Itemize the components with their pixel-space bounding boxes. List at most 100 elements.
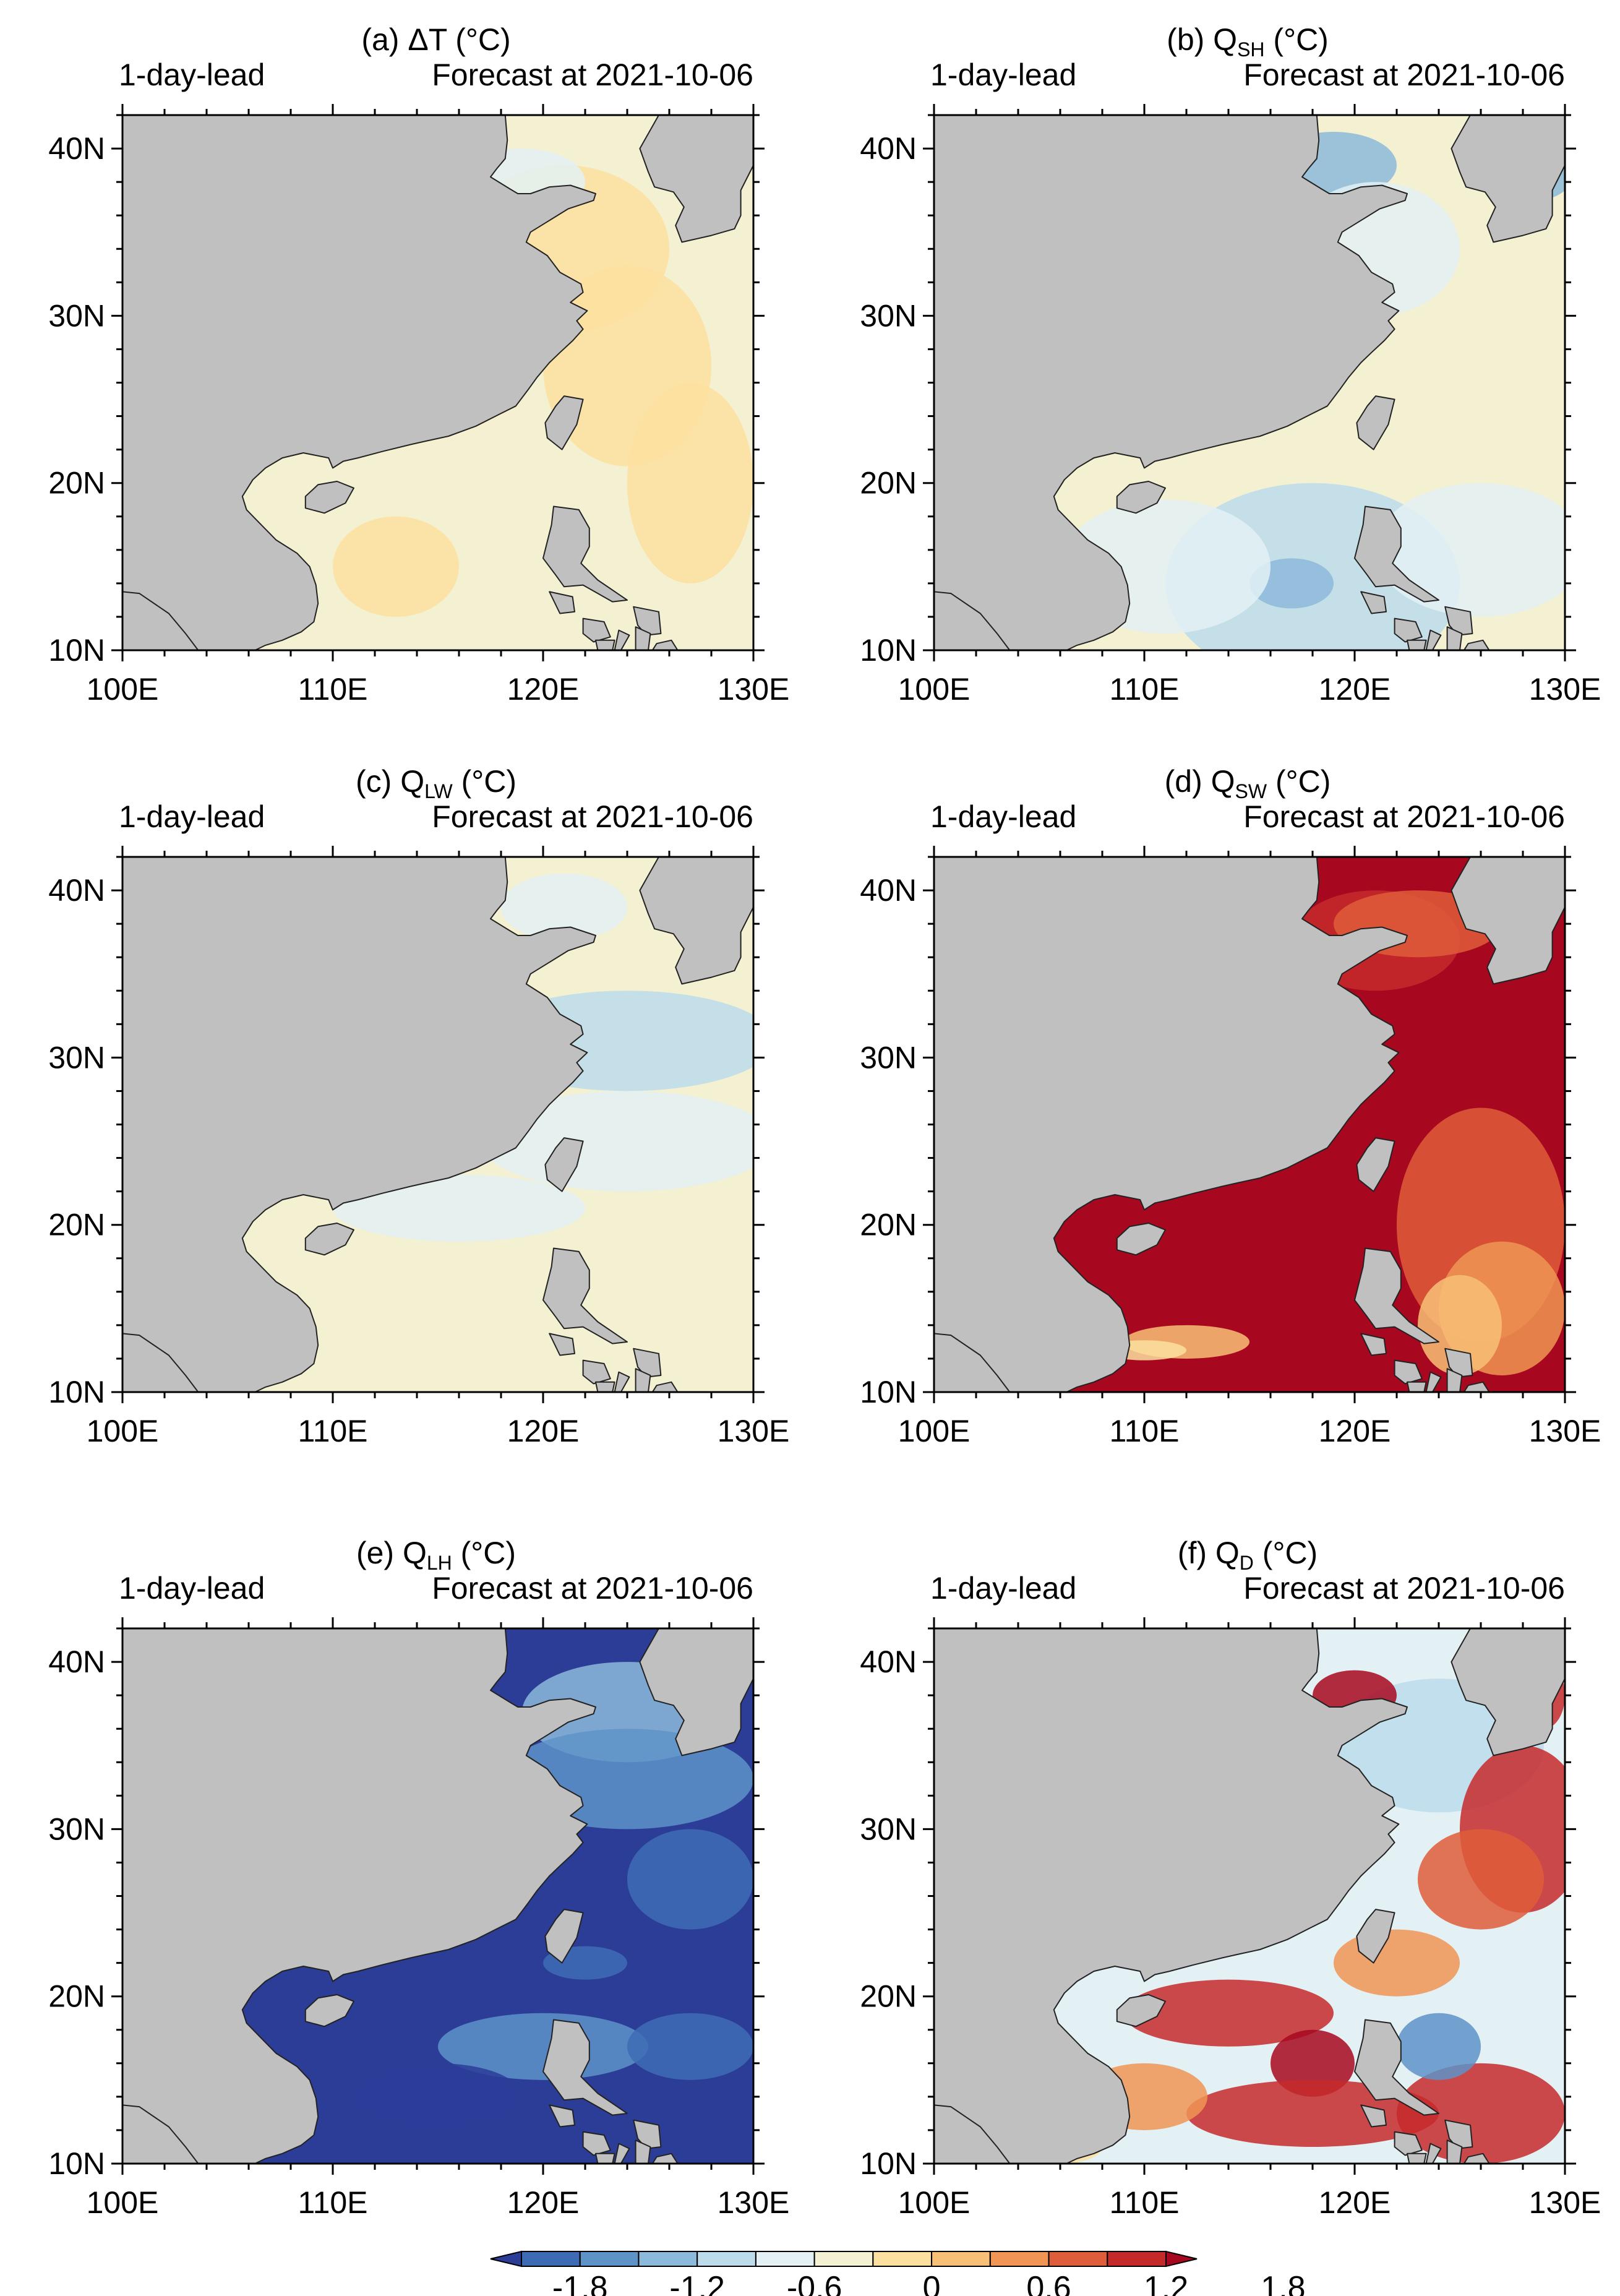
colorbar-label: 0 [923, 2270, 941, 2296]
colorbar-under-arrow [490, 2250, 522, 2268]
land-mass [633, 606, 662, 636]
land-mass [1354, 1247, 1439, 1344]
land-mass [1116, 481, 1166, 514]
land-mass [1446, 1368, 1463, 1392]
colorbar-swatch [1048, 2251, 1108, 2267]
map-panel-f: (f) QD (°C) 1-day-lead Forecast at 2021-10… [860, 1536, 1601, 2220]
land-mass [934, 857, 1408, 1392]
lon-tick-label: 130E [1529, 1414, 1601, 1448]
land-mass [549, 1333, 575, 1356]
lat-tick-label: 20N [860, 1208, 917, 1242]
land-mass [544, 395, 584, 450]
land-mass [1354, 2019, 1439, 2116]
land-mass [1360, 1333, 1387, 1356]
land-mass [1425, 2143, 1442, 2164]
land-mass [639, 857, 753, 985]
land-mass [549, 2104, 575, 2128]
map-panel-a: (a) ΔT (°C) 1-day-lead Forecast at 2021-10… [48, 22, 789, 707]
land-mass [542, 2019, 628, 2116]
land-mass [614, 2143, 630, 2164]
land-mass [934, 115, 1408, 650]
colorbar-swatch [696, 2251, 756, 2267]
land-mass [582, 2131, 611, 2156]
land-mass [651, 639, 679, 650]
map-body [934, 857, 1565, 1392]
field-patch [1376, 483, 1565, 617]
lon-tick-label: 100E [87, 672, 159, 707]
colorbar-label: -1.8 [552, 2270, 608, 2296]
field-patch [1397, 2013, 1481, 2080]
land-mass [651, 1381, 679, 1392]
land-mass [1356, 395, 1395, 450]
lon-tick-label: 130E [718, 672, 790, 707]
land-mass [1360, 2104, 1387, 2128]
lat-tick-label: 30N [860, 298, 917, 333]
lon-tick-label: 130E [718, 1414, 790, 1448]
forecast-label: Forecast at 2021-10-06 [1243, 799, 1565, 834]
land-mass [544, 1909, 584, 1964]
lat-tick-label: 40N [48, 1645, 105, 1679]
land-mass [633, 1348, 662, 1378]
land-mass [635, 626, 651, 650]
land-mass [651, 2152, 679, 2164]
map-body [122, 857, 753, 1392]
colorbar-over-arrow [1165, 2250, 1198, 2268]
land-mass [633, 2119, 662, 2149]
field-patch [333, 516, 459, 617]
lead-label: 1-day-lead [930, 58, 1076, 92]
colorbar-swatch [521, 2251, 581, 2267]
colorbar: -1.8 -1.2 -0.6 0 0.6 1.2 1.8 [490, 2250, 1306, 2296]
land-mass [614, 1371, 630, 1392]
land-mass [1425, 1371, 1442, 1392]
land-mass [595, 639, 615, 650]
lat-tick-label: 20N [48, 1979, 105, 2014]
panel-title: (d) QSW (°C) [1165, 764, 1331, 802]
lon-tick-label: 110E [1109, 2185, 1179, 2220]
colorbar-swatch [931, 2251, 991, 2267]
colorbar-label: 0.6 [1026, 2270, 1071, 2296]
lon-tick-label: 120E [1319, 1414, 1391, 1448]
field-patch [1249, 558, 1334, 609]
land-mass [1116, 1994, 1166, 2027]
panel-title: (f) QD (°C) [1178, 1536, 1318, 1574]
land-mass [542, 505, 628, 603]
lon-tick-label: 110E [298, 672, 367, 707]
colorbar-swatch [872, 2251, 933, 2267]
lat-tick-label: 40N [48, 131, 105, 166]
lat-tick-label: 10N [860, 633, 917, 668]
lat-tick-label: 20N [860, 466, 917, 501]
land-mass [1394, 617, 1423, 643]
lead-label: 1-day-lead [119, 58, 265, 92]
land-mass [1444, 2119, 1473, 2149]
panel-title: (e) QLH (°C) [356, 1536, 516, 1574]
lon-tick-label: 100E [87, 2185, 159, 2220]
field-patch [627, 382, 753, 583]
colorbar-label: 1.2 [1144, 2270, 1188, 2296]
land-mass [1360, 591, 1387, 614]
lon-tick-label: 120E [507, 2185, 580, 2220]
field-patch [438, 2013, 648, 2080]
map-panel-e: (e) QLH (°C) 1-day-lead Forecast at 2021-1… [48, 1536, 789, 2220]
lat-tick-label: 10N [48, 1375, 105, 1409]
land-mass [595, 2152, 615, 2164]
land-mass [1407, 1381, 1427, 1392]
land-mass [122, 1628, 596, 2164]
lead-label: 1-day-lead [119, 1571, 265, 1606]
land-mass [595, 1381, 615, 1392]
field-patch [333, 1174, 585, 1242]
land-mass [1407, 2152, 1427, 2164]
map-panel-d: (d) QSW (°C) 1-day-lead Forecast at 2021-1… [860, 764, 1601, 1448]
lat-tick-label: 30N [48, 298, 105, 333]
land-mass [582, 1359, 611, 1385]
lat-tick-label: 20N [48, 466, 105, 501]
lon-tick-label: 120E [507, 672, 580, 707]
lat-tick-label: 30N [48, 1040, 105, 1075]
map-panel-b: (b) QSH (°C) 1-day-lead Forecast at 2021-1… [860, 22, 1601, 707]
lon-tick-label: 120E [507, 1414, 580, 1448]
field-patch [501, 874, 627, 941]
field-patch [627, 2013, 753, 2080]
lat-tick-label: 10N [860, 2146, 917, 2181]
colorbar-swatch [813, 2251, 874, 2267]
land-mass [1463, 1381, 1490, 1392]
field-patch [1123, 1979, 1334, 2047]
